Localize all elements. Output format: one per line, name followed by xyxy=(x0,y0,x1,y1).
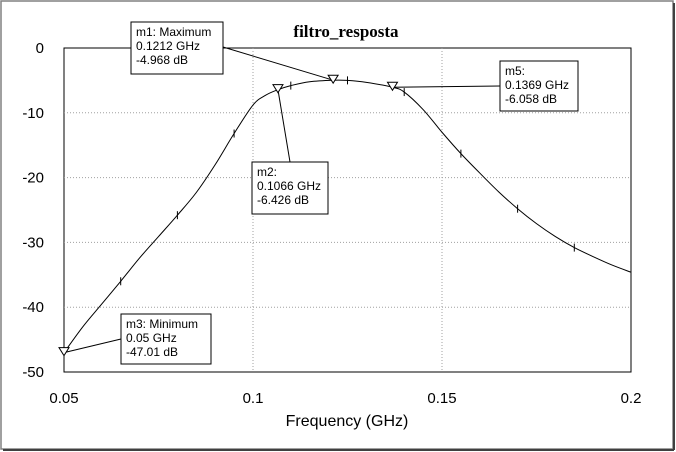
marker-triangle-m3 xyxy=(58,347,70,357)
marker-label-m5-line1: m5: xyxy=(505,64,525,78)
y-tick-label: 0 xyxy=(36,40,44,57)
marker-triangle-m2 xyxy=(272,84,284,94)
data-point-ticks xyxy=(120,76,575,286)
y-tick-label: -30 xyxy=(22,234,44,251)
marker-label-m5-line3: -6.058 dB xyxy=(505,92,557,106)
marker-label-m2-line1: m2: xyxy=(257,165,277,179)
marker-triangle-m1 xyxy=(327,74,340,85)
marker-box-m5 xyxy=(499,60,579,112)
marker-leader-m5 xyxy=(392,85,501,88)
marker-leader-m2 xyxy=(277,89,291,163)
x-tick-label: 0.1 xyxy=(243,390,264,407)
marker-label-m5-line2: 0.1369 GHz xyxy=(505,78,569,92)
marker-label-m2-line2: 0.1066 GHz xyxy=(257,179,321,193)
x-tick-label: 0.2 xyxy=(621,390,642,407)
x-tick-label: 0.05 xyxy=(49,390,78,407)
y-tick-label: -20 xyxy=(22,170,44,187)
x-axis-label: Frequency (GHz) xyxy=(286,413,409,430)
chart-title: filtro_resposta xyxy=(293,22,399,41)
y-tick-label: -10 xyxy=(22,105,44,122)
marker-label-m3-line3: -47.01 dB xyxy=(126,345,178,359)
marker-label-m2-line3: -6.426 dB xyxy=(257,193,309,207)
marker-leader-m1 xyxy=(222,46,334,81)
marker-leader-m3 xyxy=(63,338,122,354)
marker-label-m1-line3: -4.968 dB xyxy=(136,53,188,67)
marker-box-m2 xyxy=(251,161,329,215)
marker-triangle-m5 xyxy=(386,81,399,92)
y-tick-label: -40 xyxy=(22,299,44,316)
marker-label-m1-line1: m1: Maximum xyxy=(136,25,211,39)
marker-box-m1 xyxy=(130,21,224,75)
series-line xyxy=(63,79,632,353)
y-tick-labels: 0 -10 -20 -30 -40 -50 xyxy=(22,40,44,381)
marker-box-m3 xyxy=(120,313,212,365)
x-tick-labels: 0.05 0.1 0.15 0.2 xyxy=(49,390,641,407)
marker-label-m3-line1: m3: Minimum xyxy=(126,317,198,331)
marker-label-m1-line2: 0.1212 GHz xyxy=(136,39,200,53)
y-tick-label: -50 xyxy=(22,364,44,381)
marker-label-m3-line2: 0.05 GHz xyxy=(126,331,177,345)
x-tick-label: 0.15 xyxy=(427,390,456,407)
